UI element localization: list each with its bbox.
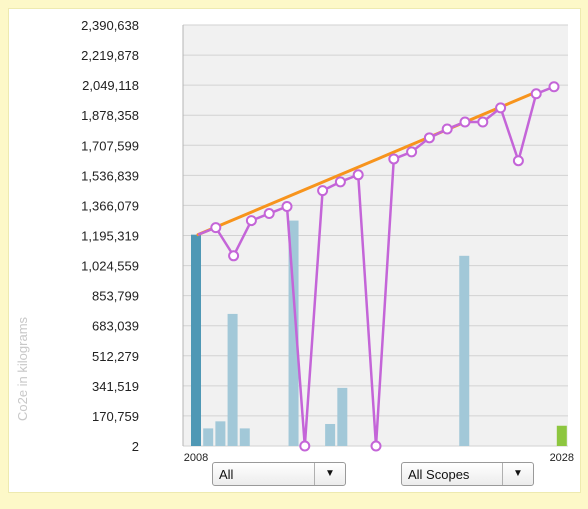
- y-tick-label: 2,219,878: [81, 48, 139, 63]
- bar: [191, 234, 201, 446]
- bar: [227, 313, 238, 446]
- y-tick-label: 2,049,118: [82, 78, 139, 93]
- bar: [325, 423, 336, 446]
- y-tick-label: 341,519: [92, 379, 139, 394]
- x-tick-label: 2008: [184, 452, 208, 464]
- line-point: [459, 116, 471, 128]
- scope-dropdown-value: All Scopes: [408, 467, 470, 482]
- line-point: [423, 132, 435, 144]
- chevron-down-icon: ▼: [314, 463, 345, 485]
- chevron-down-icon: ▼: [502, 463, 533, 485]
- y-tick-label: 1,024,559: [81, 259, 139, 274]
- y-tick-label: 1,366,079: [81, 198, 139, 213]
- y-tick-label: 853,799: [92, 289, 139, 304]
- line-point: [406, 146, 418, 158]
- line-point: [245, 215, 257, 227]
- line-series: [196, 81, 560, 452]
- bar: [337, 387, 348, 446]
- trend-line: [196, 90, 538, 237]
- line-point: [317, 185, 329, 197]
- line-point: [530, 88, 542, 100]
- chart-panel: 2 170,759 341,519 512,279 683,039 853,799 1,02…: [8, 8, 581, 493]
- scope-dropdown[interactable]: All Scopes ▼: [401, 462, 534, 486]
- y-tick-label: 2,390,638: [81, 18, 139, 33]
- x-axis-ticks: 2008 2028: [184, 452, 574, 464]
- line-point: [352, 169, 364, 181]
- gridlines: [182, 24, 568, 447]
- line-point: [495, 102, 507, 114]
- line-point: [299, 440, 311, 452]
- bar: [203, 428, 214, 446]
- bar: [239, 428, 250, 446]
- y-tick-label: 1,707,599: [81, 138, 139, 153]
- line-point: [441, 123, 453, 135]
- filter-dropdown[interactable]: All ▼: [212, 462, 346, 486]
- bar: [215, 421, 226, 446]
- line-point: [281, 200, 293, 212]
- x-tick-label: 2028: [550, 452, 574, 464]
- y-axis-label: Co2e in kilograms: [15, 316, 30, 421]
- line-point: [210, 222, 222, 234]
- y-tick-label: 1,536,839: [81, 168, 139, 183]
- filter-dropdown-value: All: [219, 467, 234, 482]
- line-point: [512, 155, 524, 167]
- emissions-chart: 2 170,759 341,519 512,279 683,039 853,799 1,02…: [15, 18, 574, 464]
- y-tick-label: 1,878,358: [81, 108, 139, 123]
- y-tick-label: 2: [132, 439, 139, 454]
- y-tick-label: 1,195,319: [81, 229, 139, 244]
- line-point: [228, 250, 240, 262]
- y-tick-label: 512,279: [92, 349, 139, 364]
- line-point: [477, 116, 489, 128]
- line-point: [388, 153, 400, 165]
- bar: [556, 425, 567, 446]
- bar: [288, 220, 299, 446]
- line-point: [334, 176, 346, 188]
- bar-series: [191, 220, 567, 446]
- bar: [459, 255, 470, 446]
- y-tick-label: 683,039: [92, 319, 139, 334]
- y-axis-ticks: 2 170,759 341,519 512,279 683,039 853,799 1,02…: [81, 18, 139, 454]
- y-tick-label: 170,759: [92, 409, 139, 424]
- line-point: [370, 440, 382, 452]
- line-point: [548, 81, 560, 93]
- line-point: [263, 208, 275, 220]
